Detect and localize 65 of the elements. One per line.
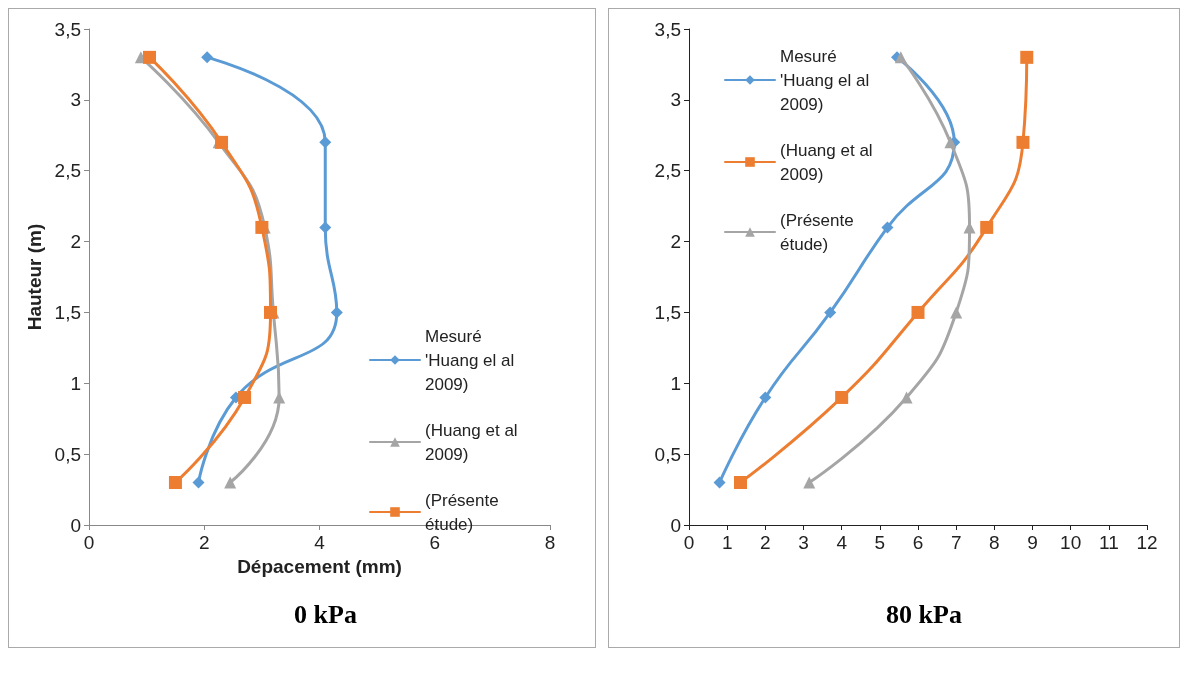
point (1020, 50, 1034, 64)
y-tick-label: 1 (70, 372, 81, 394)
point (734, 475, 748, 489)
y-tick-label: 2,5 (54, 160, 81, 182)
point (980, 220, 994, 234)
x-tick-label: 8 (544, 532, 556, 553)
point (835, 390, 849, 404)
text: 0 kPa (294, 599, 357, 629)
legend-label: Mesuré 'Huang el al 2009) (425, 326, 519, 394)
y-tick-label: 3,5 (54, 18, 81, 40)
y-tick-label: 2 (670, 231, 681, 253)
point (759, 391, 772, 404)
y-tick-label: 2,5 (654, 160, 681, 182)
x-tick-label: 8 (989, 532, 1000, 553)
point (201, 51, 214, 64)
point (215, 135, 229, 149)
y-tick-label: 3 (670, 89, 681, 111)
point (881, 221, 894, 234)
legend-label: (Présente étude) (780, 210, 859, 254)
text: 80 kPa (886, 599, 962, 629)
y-tick-label: 1 (670, 372, 681, 394)
point (944, 136, 957, 149)
y-tick-label: 3,5 (654, 18, 681, 40)
y-tick-label: 1,5 (54, 301, 81, 323)
legend-label: (Huang et al 2009) (425, 420, 523, 464)
point (1016, 135, 1030, 149)
point (713, 476, 726, 489)
point (238, 390, 252, 404)
y-tick-label: 2 (70, 231, 81, 253)
point (950, 306, 963, 319)
y-tick-label: 3 (70, 89, 81, 111)
y-tick-label: 0 (670, 514, 681, 536)
point (824, 306, 837, 319)
x-tick-label: 6 (429, 532, 441, 553)
x-tick-label: 3 (798, 532, 809, 553)
x-tick-label: 7 (950, 532, 962, 553)
x-tick-label: 5 (874, 532, 886, 553)
point (192, 476, 205, 489)
y-tick-label: 1,5 (654, 301, 681, 323)
x-tick-label: 9 (1027, 532, 1038, 553)
point (143, 50, 157, 64)
y-tick-label: 0,5 (54, 443, 81, 465)
x-tick-label: 6 (912, 532, 924, 553)
point (911, 305, 925, 319)
legend-label: (Huang et al 2009) (780, 140, 878, 184)
x-tick-label: 0 (683, 532, 695, 553)
x-tick-label: 1 (721, 532, 733, 553)
point (224, 476, 237, 489)
y-axis-title: Hauteur (m) (23, 223, 45, 331)
point (330, 306, 343, 319)
x-tick-label: 4 (314, 532, 326, 553)
point (168, 475, 182, 489)
x-axis-title: Dépacement (mm) (237, 555, 402, 577)
point (803, 476, 816, 489)
x-tick-label: 2 (198, 532, 210, 553)
x-tick-label: 12 (1136, 532, 1158, 553)
x-tick-label: 0 (83, 532, 95, 553)
x-tick-label: 2 (760, 532, 771, 553)
y-tick-label: 0,5 (654, 443, 681, 465)
x-tick-label: 11 (1098, 532, 1119, 553)
y-tick-label: 0 (70, 514, 81, 536)
x-tick-label: 10 (1060, 532, 1082, 553)
legend-label: (Présente étude) (425, 490, 504, 534)
x-tick-label: 4 (836, 532, 848, 553)
legend-label: Mesuré 'Huang el al 2009) (780, 46, 874, 114)
